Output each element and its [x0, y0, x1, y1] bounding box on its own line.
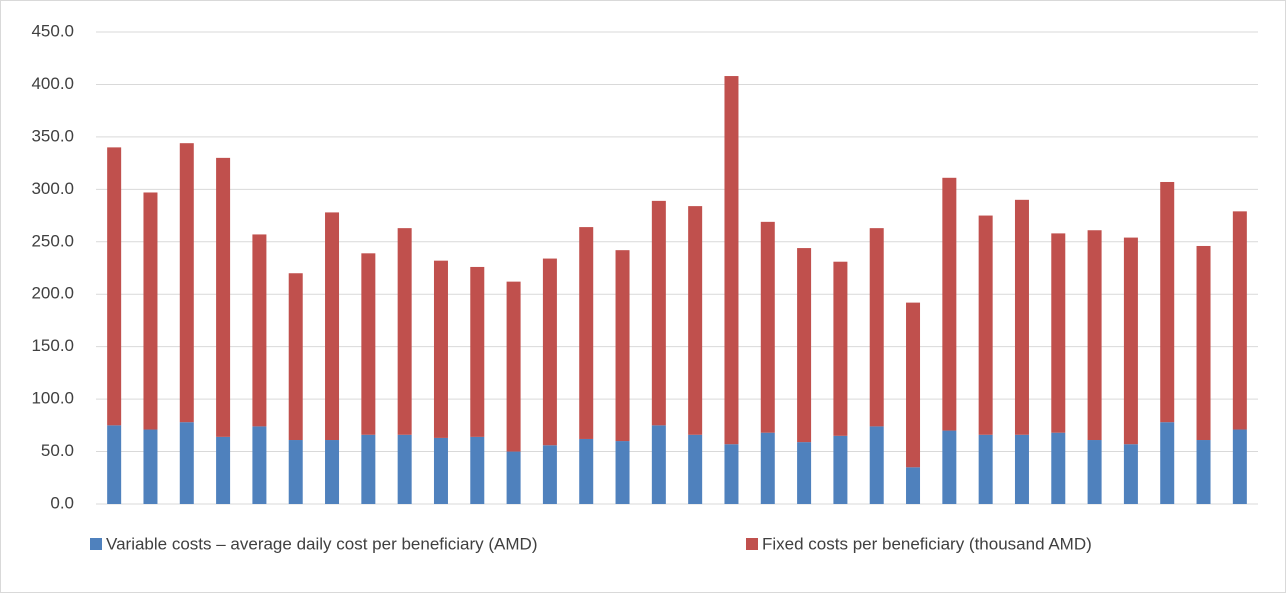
bar-segment: [651, 200, 666, 426]
bar-segment: [433, 260, 448, 438]
bar-segment: [506, 281, 521, 452]
bar-segment: [760, 432, 775, 504]
bar-segment: [978, 434, 993, 504]
y-tick-label: 200.0: [31, 284, 74, 303]
bar-segment: [942, 177, 957, 431]
bar-segment: [1196, 245, 1211, 441]
y-tick-label: 0.0: [50, 493, 74, 512]
bar-segment: [397, 228, 412, 435]
bar-segment: [724, 444, 739, 504]
bar-segment: [325, 440, 340, 504]
bar-segment: [397, 434, 412, 504]
bar-segment: [1087, 230, 1102, 441]
bar-segment: [942, 430, 957, 504]
bar-segment: [470, 266, 485, 437]
bar-segment: [470, 436, 485, 504]
bar-segment: [506, 451, 521, 504]
bar-segment: [143, 192, 158, 430]
y-tick-label: 400.0: [31, 74, 74, 93]
bar-segment: [179, 143, 194, 423]
bar-segment: [724, 76, 739, 445]
bar-segment: [288, 440, 303, 504]
y-tick-label: 50.0: [41, 441, 74, 460]
bar-segment: [1087, 440, 1102, 504]
y-tick-label: 100.0: [31, 389, 74, 408]
bar-segment: [615, 250, 630, 442]
bar-segment: [579, 438, 594, 504]
bar-segment: [688, 206, 703, 435]
bar-segment: [1232, 429, 1247, 504]
bar-segment: [1123, 237, 1138, 445]
legend-swatch: [746, 538, 758, 550]
bar-segment: [1232, 211, 1247, 430]
bar-segment: [760, 221, 775, 433]
bar-segment: [1051, 432, 1066, 504]
legend-swatch: [90, 538, 102, 550]
bar-segment: [869, 228, 884, 427]
bar-segment: [1014, 199, 1029, 435]
legend-label: Variable costs – average daily cost per …: [106, 534, 537, 553]
bar-segment: [216, 157, 231, 437]
bar-segment: [615, 441, 630, 504]
bar-segment: [1196, 440, 1211, 504]
bar-segment: [906, 302, 921, 468]
bar-segment: [252, 426, 267, 504]
y-tick-label: 300.0: [31, 179, 74, 198]
bar-segment: [179, 422, 194, 504]
bar-segment: [252, 234, 267, 427]
bar-segment: [906, 467, 921, 504]
bar-segment: [978, 215, 993, 435]
bar-segment: [361, 253, 376, 435]
legend-label: Fixed costs per beneficiary (thousand AM…: [762, 534, 1092, 553]
bar-segment: [288, 273, 303, 441]
bar-segment: [797, 248, 812, 443]
bar-segment: [361, 434, 376, 504]
y-tick-label: 250.0: [31, 231, 74, 250]
y-tick-label: 150.0: [31, 336, 74, 355]
bar-segment: [542, 258, 557, 446]
bar-segment: [579, 227, 594, 439]
bar-segment: [216, 436, 231, 504]
bar-segment: [1123, 444, 1138, 504]
bar-segment: [107, 425, 122, 504]
bar-segment: [1160, 422, 1175, 504]
bar-segment: [433, 437, 448, 504]
bar-segment: [542, 445, 557, 504]
bar-segment: [107, 147, 122, 426]
bar-segment: [1160, 181, 1175, 423]
bar-segment: [1051, 233, 1066, 433]
y-tick-label: 450.0: [31, 21, 74, 40]
bar-segment: [143, 429, 158, 504]
bar-segment: [833, 435, 848, 504]
bar-segment: [325, 212, 340, 441]
bar-segment: [651, 425, 666, 504]
bar-segment: [1014, 434, 1029, 504]
y-tick-label: 350.0: [31, 126, 74, 145]
bar-segment: [797, 442, 812, 504]
bar-segment: [869, 426, 884, 504]
bar-segment: [688, 434, 703, 504]
bar-segment: [833, 261, 848, 436]
